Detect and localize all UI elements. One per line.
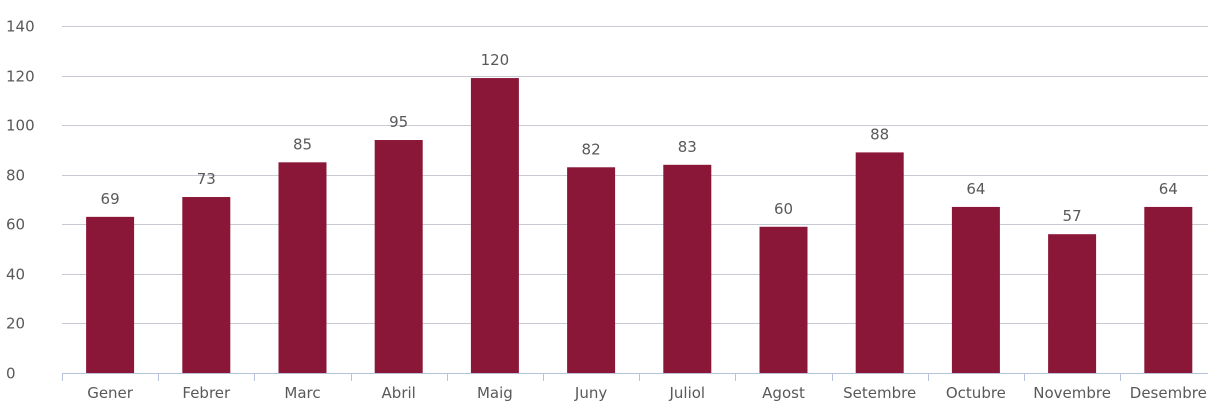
data-label: 85: [293, 135, 312, 153]
data-label: 88: [870, 125, 889, 143]
bar-setembre: [855, 152, 904, 373]
bar-febrer: [182, 197, 231, 373]
bar-novembre: [1048, 234, 1097, 373]
x-axis-category-labels: Gener Febrer Marc Abril Maig Juny Juliol Agost S…: [87, 384, 1207, 402]
y-tick-label: 80: [6, 167, 25, 185]
data-label: 57: [1063, 207, 1082, 225]
data-label: 83: [678, 138, 697, 156]
bar-juliol: [663, 164, 712, 373]
gridlines: [62, 26, 1208, 324]
data-label: 60: [774, 200, 793, 218]
data-labels: 69 73 85 95 120 82 83 60 88 64 57 64: [101, 51, 1178, 225]
data-label: 120: [481, 51, 510, 69]
y-tick-label: 60: [6, 216, 25, 234]
x-category-label: Maig: [477, 384, 513, 402]
x-category-label: Juliol: [668, 384, 705, 402]
bar-juny: [567, 167, 616, 373]
bar-octubre: [951, 206, 1000, 373]
x-category-label: Abril: [382, 384, 416, 402]
data-label: 95: [389, 113, 408, 131]
x-category-label: Setembre: [843, 384, 916, 402]
x-category-label: Octubre: [946, 384, 1006, 402]
bar-marc: [278, 162, 327, 373]
x-category-label: Agost: [762, 384, 805, 402]
y-tick-label: 40: [6, 266, 25, 284]
y-tick-label: 140: [6, 18, 35, 36]
bar-gener: [86, 216, 135, 373]
data-label: 64: [966, 180, 985, 198]
y-tick-label: 0: [6, 365, 16, 383]
y-tick-label: 100: [6, 117, 35, 135]
data-label: 73: [197, 170, 216, 188]
x-category-label: Juny: [574, 384, 607, 402]
bar-maig: [470, 78, 519, 374]
x-category-label: Novembre: [1033, 384, 1111, 402]
bars: [86, 78, 1193, 374]
x-category-label: Febrer: [182, 384, 231, 402]
data-label: 82: [582, 140, 601, 158]
y-tick-label: 20: [6, 315, 25, 333]
x-category-label: Marc: [284, 384, 320, 402]
x-axis: [62, 373, 1208, 381]
bar-desembre: [1144, 206, 1193, 373]
x-category-label: Desembre: [1130, 384, 1207, 402]
bar-abril: [374, 140, 423, 373]
data-label: 69: [101, 190, 120, 208]
data-label: 64: [1159, 180, 1178, 198]
y-tick-label: 120: [6, 68, 35, 86]
y-axis-tick-labels: 0 20 40 60 80 100 120 140: [6, 18, 35, 383]
x-category-label: Gener: [87, 384, 134, 402]
bar-agost: [759, 226, 808, 373]
